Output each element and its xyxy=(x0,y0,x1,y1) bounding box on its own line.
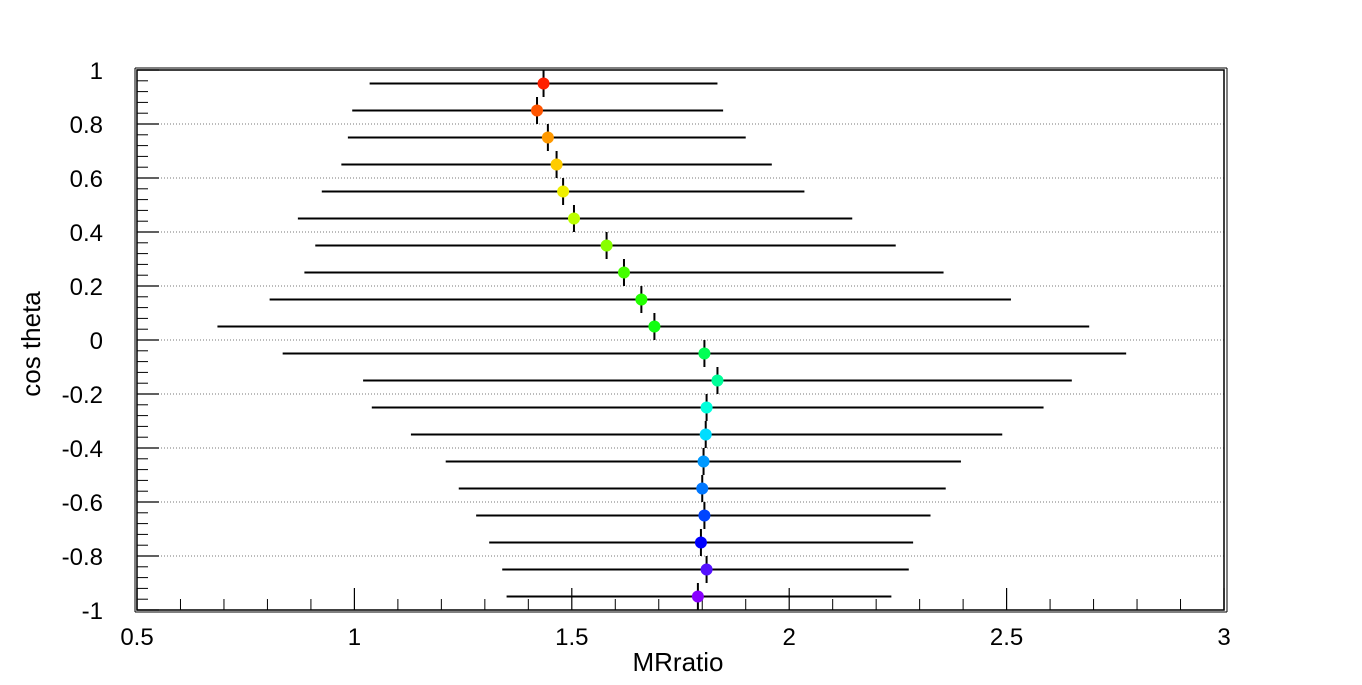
tick-layer xyxy=(136,69,1225,611)
y-tick-label-3: 0.4 xyxy=(70,220,103,247)
x-tick-label-4: 2.5 xyxy=(990,624,1023,651)
data-point-11 xyxy=(711,374,724,387)
data-point-6 xyxy=(600,239,613,252)
y-tick-label-1: 0.8 xyxy=(70,112,103,139)
x-tick-label-3: 2 xyxy=(783,624,796,651)
data-layer xyxy=(217,70,1127,610)
y-tick-label-8: -0.6 xyxy=(62,490,103,517)
data-point-1 xyxy=(531,104,544,117)
data-point-2 xyxy=(541,131,554,144)
data-point-4 xyxy=(557,185,570,198)
y-axis-title: cos theta xyxy=(16,291,46,397)
data-point-3 xyxy=(550,158,563,171)
tick-label-layer: 1 0.8 0.6 0.4 0.2 0 -0.2 -0.4 -0.6 -0.8 -1 0.5 1 1.5 2… xyxy=(62,58,1231,651)
data-point-10 xyxy=(698,347,711,360)
data-point-14 xyxy=(697,455,710,468)
data-point-7 xyxy=(617,266,630,279)
data-point-18 xyxy=(700,563,713,576)
y-tick-label-5: 0 xyxy=(90,328,103,355)
data-point-17 xyxy=(694,536,707,549)
x-tick-label-2: 1.5 xyxy=(555,624,588,651)
data-point-5 xyxy=(567,212,580,225)
y-tick-label-9: -0.8 xyxy=(62,544,103,571)
data-point-0 xyxy=(537,77,550,90)
data-point-13 xyxy=(699,428,712,441)
data-point-12 xyxy=(700,401,713,414)
y-tick-label-2: 0.6 xyxy=(70,166,103,193)
data-point-9 xyxy=(648,320,661,333)
data-point-15 xyxy=(696,482,709,495)
data-point-19 xyxy=(691,590,704,603)
y-tick-label-10: -1 xyxy=(82,598,103,625)
x-axis-title: MRratio xyxy=(632,647,723,677)
y-tick-label-6: -0.2 xyxy=(62,382,103,409)
data-point-16 xyxy=(698,509,711,522)
y-tick-label-4: 0.2 xyxy=(70,274,103,301)
x-tick-label-1: 1 xyxy=(348,624,361,651)
x-tick-label-5: 3 xyxy=(1217,624,1230,651)
x-tick-label-0: 0.5 xyxy=(120,624,153,651)
y-tick-label-0: 1 xyxy=(90,58,103,85)
y-tick-label-7: -0.4 xyxy=(62,436,103,463)
data-point-8 xyxy=(635,293,648,306)
